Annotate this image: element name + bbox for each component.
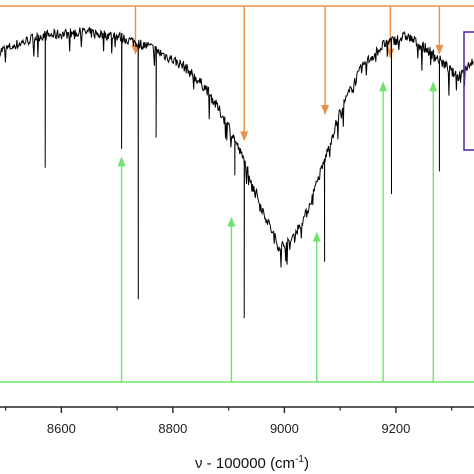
lower-marker-arrowhead — [227, 216, 236, 227]
x-tick-label: 8600 — [47, 421, 76, 436]
inset-box — [463, 31, 474, 151]
upper-marker-arrowhead — [240, 131, 249, 142]
upper-marker-arrowhead — [386, 48, 395, 59]
spectrum-line — [0, 26, 474, 319]
lower-marker-group — [117, 81, 438, 382]
x-axis: 8600 8800 9000 9200 ν - 100000 (cm-1) — [0, 406, 474, 472]
lower-marker-arrowhead — [429, 81, 438, 92]
lower-marker-arrowhead — [117, 156, 126, 167]
x-axis-title-main: ν - 100000 (cm — [195, 455, 295, 472]
lower-marker-arrowhead — [379, 81, 388, 92]
plot-area — [0, 5, 474, 383]
upper-marker-arrowhead — [321, 105, 330, 116]
x-axis-title: ν - 100000 (cm-1) — [195, 454, 309, 472]
x-axis-title-close: ) — [304, 455, 309, 472]
upper-marker-group — [131, 6, 444, 142]
x-tick-label: 9200 — [381, 421, 410, 436]
lower-marker-arrowhead — [312, 231, 321, 242]
x-ticks: 8600 8800 9000 9200 — [4, 407, 453, 436]
upper-marker-arrowhead — [435, 44, 444, 55]
x-axis-title-superscript: -1 — [295, 454, 304, 465]
upper-marker-arrowhead — [131, 44, 140, 55]
x-tick-label: 8800 — [158, 421, 187, 436]
x-tick-label: 9000 — [270, 421, 299, 436]
